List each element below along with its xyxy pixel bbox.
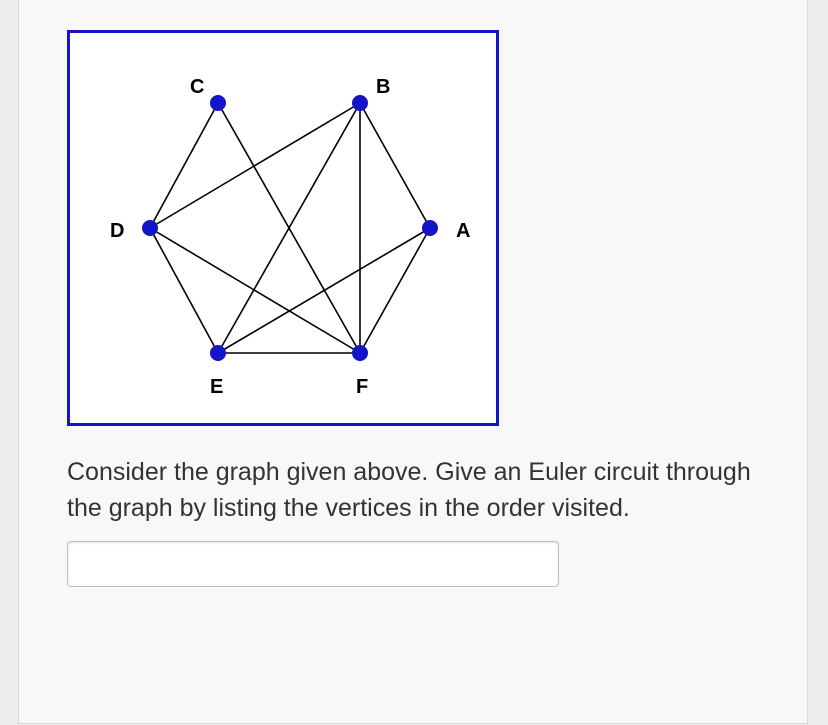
node-D (142, 220, 158, 236)
graph-nodes (142, 95, 438, 361)
edge-A-F (360, 228, 430, 353)
graph-svg: A B C D E F (70, 33, 496, 423)
node-label-D: D (110, 220, 124, 242)
node-E (210, 345, 226, 361)
edge-B-D (150, 103, 360, 228)
edge-A-B (360, 103, 430, 228)
edge-D-F (150, 228, 360, 353)
node-label-E: E (210, 376, 223, 398)
graph-edges (150, 103, 430, 353)
question-text: Consider the graph given above. Give an … (67, 454, 767, 527)
page-root: A B C D E F Consider the graph given above. G… (0, 0, 828, 725)
question-card: A B C D E F Consider the graph given above. G… (18, 0, 808, 724)
node-B (352, 95, 368, 111)
node-label-B: B (376, 76, 390, 98)
edge-D-E (150, 228, 218, 353)
node-A (422, 220, 438, 236)
answer-input[interactable] (67, 541, 559, 587)
graph-figure: A B C D E F (67, 30, 499, 426)
node-F (352, 345, 368, 361)
node-label-A: A (456, 220, 470, 242)
edge-C-D (150, 103, 218, 228)
node-label-F: F (356, 376, 368, 398)
node-label-C: C (190, 76, 204, 98)
node-C (210, 95, 226, 111)
